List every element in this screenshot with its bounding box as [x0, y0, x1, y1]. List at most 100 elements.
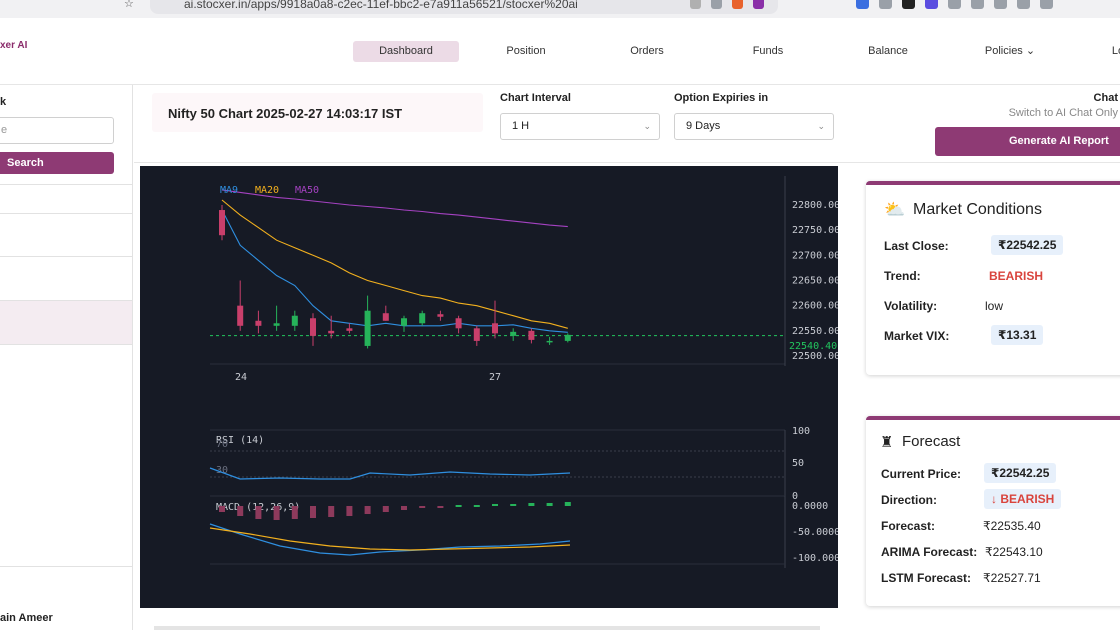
- macd-line: [209, 523, 571, 556]
- extension-icon[interactable]: [856, 0, 869, 9]
- chess-icon: ♜: [880, 434, 894, 451]
- price-tick: 22650.00: [792, 276, 838, 287]
- extension-icon[interactable]: [879, 0, 892, 9]
- ma20-line: [221, 199, 568, 329]
- top-nav: xer AI Dashboard Position Orders Funds B…: [0, 18, 1120, 85]
- macd-bar: [346, 506, 353, 516]
- volatility-value: low: [985, 299, 1004, 313]
- sidebar-row[interactable]: [0, 184, 132, 213]
- last-close-label: Last Close:: [884, 239, 949, 253]
- market-conditions-title: Market Conditions: [913, 201, 1042, 218]
- candle-body: [255, 320, 262, 326]
- settings-icon[interactable]: [1017, 0, 1030, 9]
- macd-bar: [510, 504, 517, 506]
- sidebar-icon[interactable]: [971, 0, 984, 9]
- moving-average-lines: [221, 189, 568, 333]
- forecast-label: Forecast:: [881, 519, 936, 533]
- chart-interval-select[interactable]: 1 H ⌄: [500, 113, 660, 140]
- sidebar-row[interactable]: [0, 256, 132, 300]
- macd-bar: [419, 506, 426, 508]
- rsi-70-label: 70: [216, 439, 228, 450]
- chevron-down-icon: ⌄: [643, 121, 651, 131]
- install-icon[interactable]: [690, 0, 701, 9]
- option-expiry-select[interactable]: 9 Days ⌄: [674, 113, 834, 140]
- macd-tick-0: 0.0000: [792, 501, 828, 512]
- generate-ai-report-button[interactable]: Generate AI Report: [935, 127, 1120, 156]
- puzzle-icon[interactable]: [948, 0, 961, 9]
- user-name: ain Ameer: [0, 612, 53, 624]
- legend-ma50: MA50: [295, 185, 319, 196]
- nav-funds[interactable]: Funds: [752, 45, 784, 57]
- candle-body: [346, 328, 353, 331]
- sidebar-label: k: [0, 96, 7, 108]
- candle-body: [546, 340, 553, 343]
- rsi-30-label: 30: [216, 465, 228, 476]
- rsi-tick-100: 100: [792, 426, 810, 437]
- brave-shield-icon[interactable]: [732, 0, 743, 9]
- chart-interval-value: 1 H: [512, 120, 530, 132]
- sidebar-row: [0, 344, 132, 566]
- candles: [219, 205, 571, 349]
- nav-policies[interactable]: Policies ⌄: [984, 45, 1036, 57]
- stock-search-input[interactable]: e: [0, 117, 114, 144]
- macd-bar: [291, 506, 298, 519]
- lstm-forecast-label: LSTM Forecast:: [881, 571, 972, 585]
- search-button[interactable]: Search: [0, 152, 114, 174]
- macd-bar: [237, 506, 244, 516]
- candle-body: [310, 318, 316, 336]
- ai-chat-toggle[interactable]: Switch to AI Chat Only: [1008, 107, 1118, 119]
- last-close-value: ₹22542.25: [991, 235, 1064, 255]
- shield-icon[interactable]: [1040, 0, 1053, 9]
- chat-label: Chat: [1093, 92, 1118, 104]
- nav-position[interactable]: Position: [506, 45, 546, 57]
- trend-label: Trend:: [884, 269, 921, 283]
- sidebar-row[interactable]: [0, 213, 132, 256]
- candle-body: [219, 210, 225, 236]
- price-tick: 22750.00: [792, 225, 838, 236]
- chart-title: Nifty 50 Chart 2025-02-27 14:03:17 IST: [168, 106, 403, 121]
- macd-bar: [382, 506, 389, 512]
- sidebar-row-selected[interactable]: [0, 300, 132, 344]
- candle-body: [237, 305, 244, 326]
- chart-canvas[interactable]: 22800.00 22750.00 22700.00 22650.00 22600.00…: [140, 166, 838, 608]
- legend-ma9: MA9: [220, 185, 238, 196]
- extension-icons: [856, 0, 1053, 9]
- app-logo[interactable]: xer AI: [0, 40, 28, 51]
- rsi-label: RSI (14): [216, 435, 264, 446]
- nav-balance[interactable]: Balance: [868, 45, 908, 57]
- forecast-value: ₹22535.40: [983, 519, 1041, 533]
- macd-bar: [546, 503, 553, 506]
- macd-bar: [473, 505, 480, 507]
- forecast-title: Forecast: [902, 433, 961, 450]
- extension-icon[interactable]: [925, 0, 938, 9]
- price-axis-ticks: 22800.00 22750.00 22700.00 22650.00 22600.00…: [792, 200, 838, 362]
- macd-bar: [455, 505, 462, 507]
- direction-label: Direction:: [881, 493, 938, 507]
- option-expiry-value: 9 Days: [686, 120, 721, 132]
- bookmark-icon[interactable]: ☆: [124, 0, 134, 10]
- chart-title-box: Nifty 50 Chart 2025-02-27 14:03:17 IST: [152, 93, 483, 132]
- macd-bar: [273, 506, 280, 520]
- horizontal-scrollbar[interactable]: [154, 626, 820, 630]
- candle-body: [419, 313, 426, 324]
- price-chart[interactable]: 22800.00 22750.00 22700.00 22650.00 22600.00…: [140, 166, 838, 608]
- nav-orders[interactable]: Orders: [630, 45, 664, 57]
- volatility-label: Volatility:: [884, 299, 938, 313]
- extension-icon[interactable]: [902, 0, 915, 9]
- nav-logout[interactable]: Lo: [1111, 45, 1120, 57]
- rsi-tick-50: 50: [792, 458, 804, 469]
- x-tick-27: 27: [489, 372, 501, 383]
- wallet-icon[interactable]: [994, 0, 1007, 9]
- download-icon[interactable]: [711, 0, 722, 9]
- brave-rewards-icon[interactable]: [753, 0, 764, 9]
- candle-body: [528, 330, 535, 340]
- current-price-value: ₹22542.25: [984, 463, 1057, 483]
- macd-tick-minus100: -100.0000: [792, 553, 838, 564]
- address-bar[interactable]: ai.stocxer.in/apps/9918a0a8-c2ec-11ef-bb…: [150, 0, 778, 14]
- macd-bar: [364, 506, 371, 514]
- nav-dashboard[interactable]: Dashboard: [353, 41, 459, 62]
- candle-body: [473, 328, 480, 341]
- trend-value: BEARISH: [989, 269, 1044, 283]
- macd-bar: [328, 506, 335, 517]
